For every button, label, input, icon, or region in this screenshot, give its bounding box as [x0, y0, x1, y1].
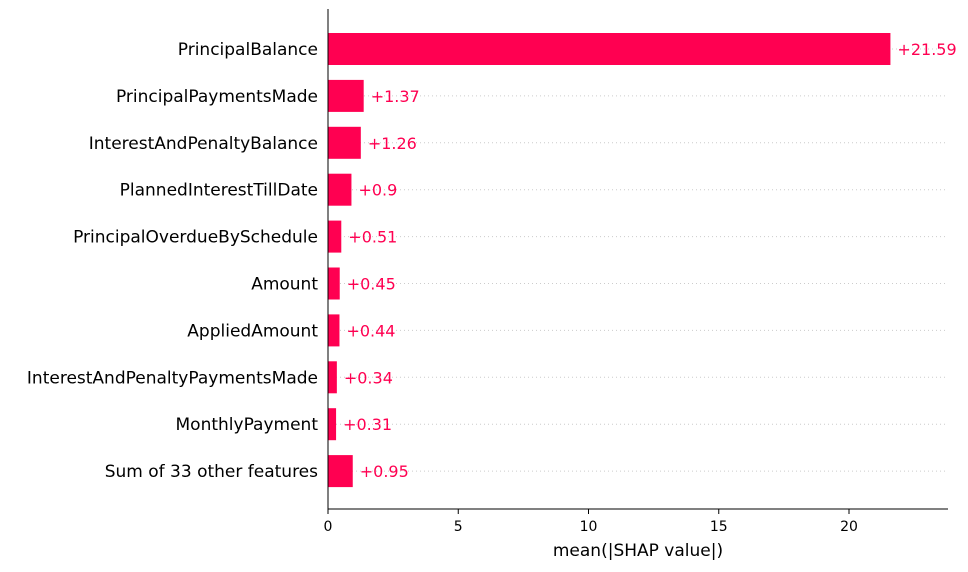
category-label: PrincipalPaymentsMade — [116, 87, 318, 107]
value-label: +0.95 — [360, 462, 409, 481]
bar — [328, 220, 342, 253]
bar — [328, 267, 340, 300]
bar — [328, 33, 891, 65]
bars — [328, 33, 891, 488]
value-labels: +21.59 +1.37 +1.26 +0.9 +0.51 +0.45 +0.44 +0.34… — [343, 40, 957, 481]
value-label: +21.59 — [897, 40, 956, 59]
x-axis-title: mean(|SHAP value|) — [553, 541, 723, 561]
bar — [328, 361, 337, 394]
value-label: +1.26 — [368, 134, 417, 153]
bar — [328, 455, 353, 488]
category-label: AppliedAmount — [187, 321, 318, 341]
x-tick-label: 15 — [710, 519, 728, 535]
value-label: +1.37 — [371, 87, 420, 106]
x-ticks: 0 5 10 15 20 — [324, 509, 858, 535]
category-label: InterestAndPenaltyPaymentsMade — [27, 368, 318, 388]
bar — [328, 173, 352, 206]
category-label: PrincipalOverdueBySchedule — [73, 228, 318, 248]
bar — [328, 79, 364, 112]
value-label: +0.44 — [346, 321, 395, 340]
x-tick-label: 0 — [324, 519, 333, 535]
value-label: +0.51 — [348, 228, 397, 247]
bar — [328, 408, 337, 441]
axes — [327, 9, 948, 510]
category-label: InterestAndPenaltyBalance — [89, 134, 318, 154]
category-label: PrincipalBalance — [178, 40, 318, 60]
category-labels: PrincipalBalance PrincipalPaymentsMade Int… — [27, 40, 318, 482]
value-label: +0.45 — [347, 275, 396, 294]
category-label: PlannedInterestTillDate — [120, 181, 318, 201]
bar — [328, 314, 340, 347]
x-tick-label: 10 — [580, 519, 598, 535]
value-label: +0.31 — [343, 415, 392, 434]
value-label: +0.34 — [344, 368, 393, 387]
bar — [328, 126, 361, 159]
x-tick-label: 5 — [454, 519, 463, 535]
value-label: +0.9 — [358, 181, 397, 200]
category-label: MonthlyPayment — [176, 415, 319, 435]
x-tick-label: 20 — [840, 519, 858, 535]
category-label: Sum of 33 other features — [105, 462, 318, 482]
category-label: Amount — [251, 275, 318, 295]
row-guides — [328, 48, 948, 472]
